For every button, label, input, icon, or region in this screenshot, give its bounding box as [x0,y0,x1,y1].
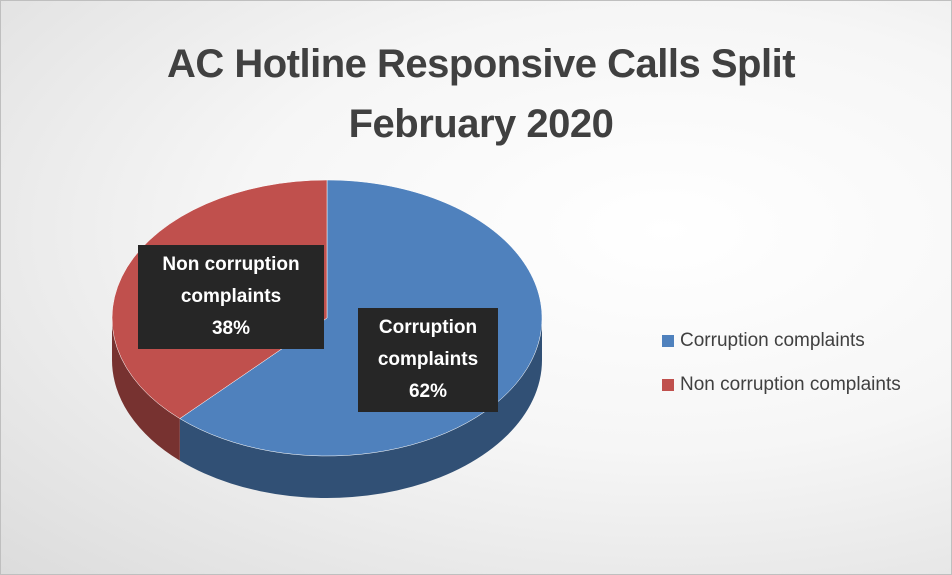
data-label-category: Non corruption complaints [162,254,300,307]
data-label-value: 62% [408,381,448,402]
data-label-value: 38% [211,318,251,339]
slice-side [179,318,542,498]
legend-label: Corruption complaints [680,330,865,351]
chart-title: AC Hotline Responsive Calls Split Februa… [166,42,796,146]
legend-swatch [662,379,674,391]
data-label: Corruption complaints 62% [358,308,498,412]
legend-item: Corruption complaints [662,330,865,352]
legend-label: Non corruption complaints [680,374,901,395]
data-label-category: Corruption complaints [377,317,479,370]
legend-swatch [662,335,674,347]
slice-side [112,318,180,461]
data-label: Non corruption complaints 38% [138,245,324,349]
legend-item: Non corruption complaints [662,374,901,396]
